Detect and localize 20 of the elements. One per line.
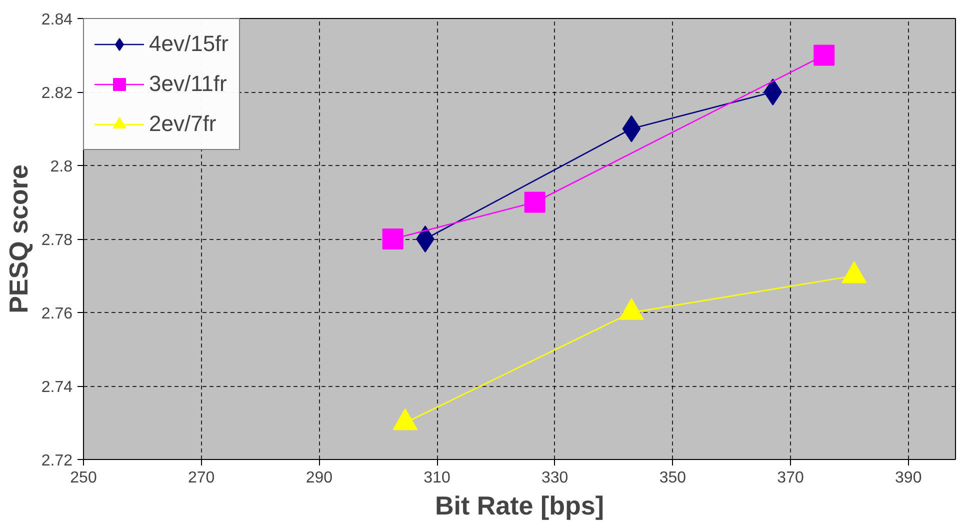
legend-label: 3ev/11fr <box>149 71 227 97</box>
x-tick-label: 350 <box>659 470 686 486</box>
y-tick-label: 2.84 <box>41 12 73 28</box>
x-axis-title: Bit Rate [bps] <box>435 490 604 520</box>
y-tick-label: 2.8 <box>50 158 73 176</box>
x-tick-label: 310 <box>424 470 450 486</box>
y-tick-label: 2.82 <box>41 85 73 102</box>
y-axis-title: PESQ score <box>3 164 34 314</box>
x-tick-label: 330 <box>542 470 568 486</box>
y-tick-label: 2.72 <box>41 452 73 470</box>
x-tick-label: 370 <box>777 470 804 486</box>
y-tick-label: 2.78 <box>41 232 73 249</box>
legend-label: 2ev/7fr <box>149 111 216 137</box>
y-tick-label: 2.74 <box>41 379 73 396</box>
x-tick-label: 390 <box>895 470 922 486</box>
legend-label: 4ev/15fr <box>149 31 228 57</box>
x-tick-label: 290 <box>306 470 333 486</box>
x-tick-label: 250 <box>70 470 97 486</box>
y-tick-label: 2.76 <box>41 306 73 322</box>
x-tick-label: 270 <box>188 470 215 486</box>
